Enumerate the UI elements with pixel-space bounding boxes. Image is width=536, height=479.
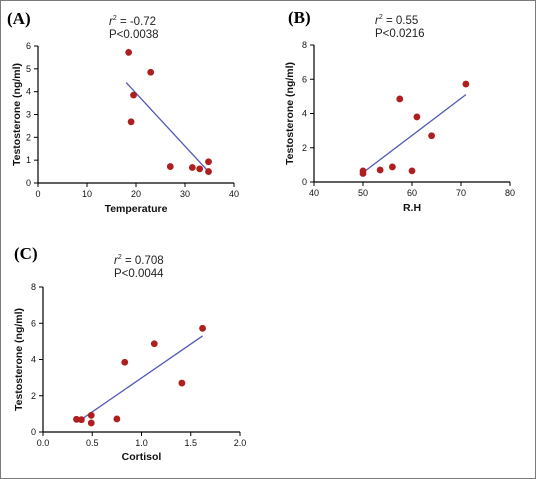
data-point bbox=[87, 411, 95, 419]
y-axis-title: Testosterone (ng/ml) bbox=[13, 308, 25, 411]
y-tick-label: 6 bbox=[26, 41, 31, 51]
x-tick-label: 40 bbox=[229, 189, 239, 199]
y-tick-label: 2 bbox=[302, 143, 307, 153]
panel-label: (C) bbox=[14, 244, 38, 263]
regression-line bbox=[362, 94, 467, 174]
x-tick-label: 0.0 bbox=[37, 438, 50, 448]
y-tick-label: 0 bbox=[302, 177, 307, 187]
data-point bbox=[408, 167, 416, 175]
data-point bbox=[359, 170, 367, 177]
y-axis-title: Testosterone (ng/ml) bbox=[11, 63, 23, 166]
data-point bbox=[125, 48, 133, 56]
y-axis-title: Testosterone (ng/ml) bbox=[284, 62, 296, 165]
x-tick-label: 40 bbox=[309, 188, 319, 198]
r-squared-label: r2 = 0.708 bbox=[114, 254, 164, 267]
data-point bbox=[147, 68, 155, 76]
panel-label: (B) bbox=[288, 8, 311, 27]
chart-panel-a: (A) r2 = -0.72P<0.0038 0 10 20 30 40 0 1 2 3 4 5 6 Tem… bbox=[7, 9, 239, 215]
chart-panel-b: (B) r2 = 0.55P<0.0216 40 50 60 70 80 0 2 4 6 8 R.H Te… bbox=[284, 8, 515, 214]
p-value-label: P<0.0044 bbox=[114, 268, 164, 280]
y-tick-label: 1 bbox=[26, 155, 31, 165]
x-tick-label: 80 bbox=[505, 188, 515, 198]
regression-line bbox=[125, 82, 210, 174]
data-point bbox=[178, 379, 186, 387]
p-value-label: P<0.0216 bbox=[375, 28, 425, 40]
data-point bbox=[113, 415, 121, 423]
y-tick-label: 8 bbox=[302, 40, 307, 50]
x-tick-label: 1.5 bbox=[184, 438, 197, 448]
data-point bbox=[205, 168, 212, 175]
data-point bbox=[87, 419, 95, 427]
data-point bbox=[150, 340, 158, 348]
data-point bbox=[78, 416, 85, 424]
r-squared-label: r2 = 0.55 bbox=[375, 14, 418, 27]
data-point bbox=[127, 118, 135, 126]
y-tick-label: 2 bbox=[31, 391, 36, 401]
data-point bbox=[199, 324, 206, 332]
x-tick-label: 0 bbox=[35, 189, 40, 199]
x-tick-label: 2.0 bbox=[234, 438, 247, 448]
data-point bbox=[166, 163, 174, 170]
x-tick-label: 10 bbox=[82, 189, 92, 199]
regression-line bbox=[77, 335, 203, 423]
data-point bbox=[413, 113, 421, 121]
data-point bbox=[121, 358, 129, 366]
y-tick-label: 2 bbox=[26, 132, 31, 142]
data-point bbox=[130, 91, 137, 99]
y-tick-label: 8 bbox=[31, 282, 36, 292]
y-tick-label: 4 bbox=[302, 109, 307, 119]
data-point bbox=[196, 165, 204, 173]
data-point bbox=[188, 164, 196, 171]
panel-label: (A) bbox=[7, 9, 31, 28]
x-tick-label: 30 bbox=[180, 189, 190, 199]
x-axis-title: Cortisol bbox=[122, 451, 162, 463]
y-tick-label: 3 bbox=[26, 110, 31, 120]
x-tick-label: 0.5 bbox=[86, 438, 99, 448]
y-tick-label: 4 bbox=[26, 87, 31, 97]
data-point bbox=[389, 163, 396, 171]
x-tick-label: 1.0 bbox=[135, 438, 148, 448]
x-tick-label: 50 bbox=[358, 188, 368, 198]
y-tick-label: 0 bbox=[26, 178, 31, 188]
data-point bbox=[462, 80, 470, 88]
x-tick-label: 20 bbox=[131, 189, 141, 199]
y-tick-label: 5 bbox=[26, 64, 31, 74]
data-point bbox=[428, 132, 435, 140]
x-axis-title: Temperature bbox=[105, 203, 168, 215]
y-tick-label: 4 bbox=[31, 355, 36, 365]
x-tick-label: 70 bbox=[456, 188, 466, 198]
y-tick-label: 0 bbox=[31, 427, 36, 437]
data-point bbox=[376, 166, 384, 174]
data-point bbox=[205, 158, 212, 166]
x-tick-label: 60 bbox=[407, 188, 417, 198]
y-tick-label: 6 bbox=[302, 74, 307, 84]
r-squared-label: r2 = -0.72 bbox=[109, 15, 156, 28]
x-axis-title: R.H bbox=[403, 202, 421, 214]
p-value-label: P<0.0038 bbox=[109, 29, 159, 41]
data-point bbox=[73, 415, 80, 423]
y-tick-label: 6 bbox=[31, 318, 36, 328]
data-point bbox=[396, 95, 404, 103]
